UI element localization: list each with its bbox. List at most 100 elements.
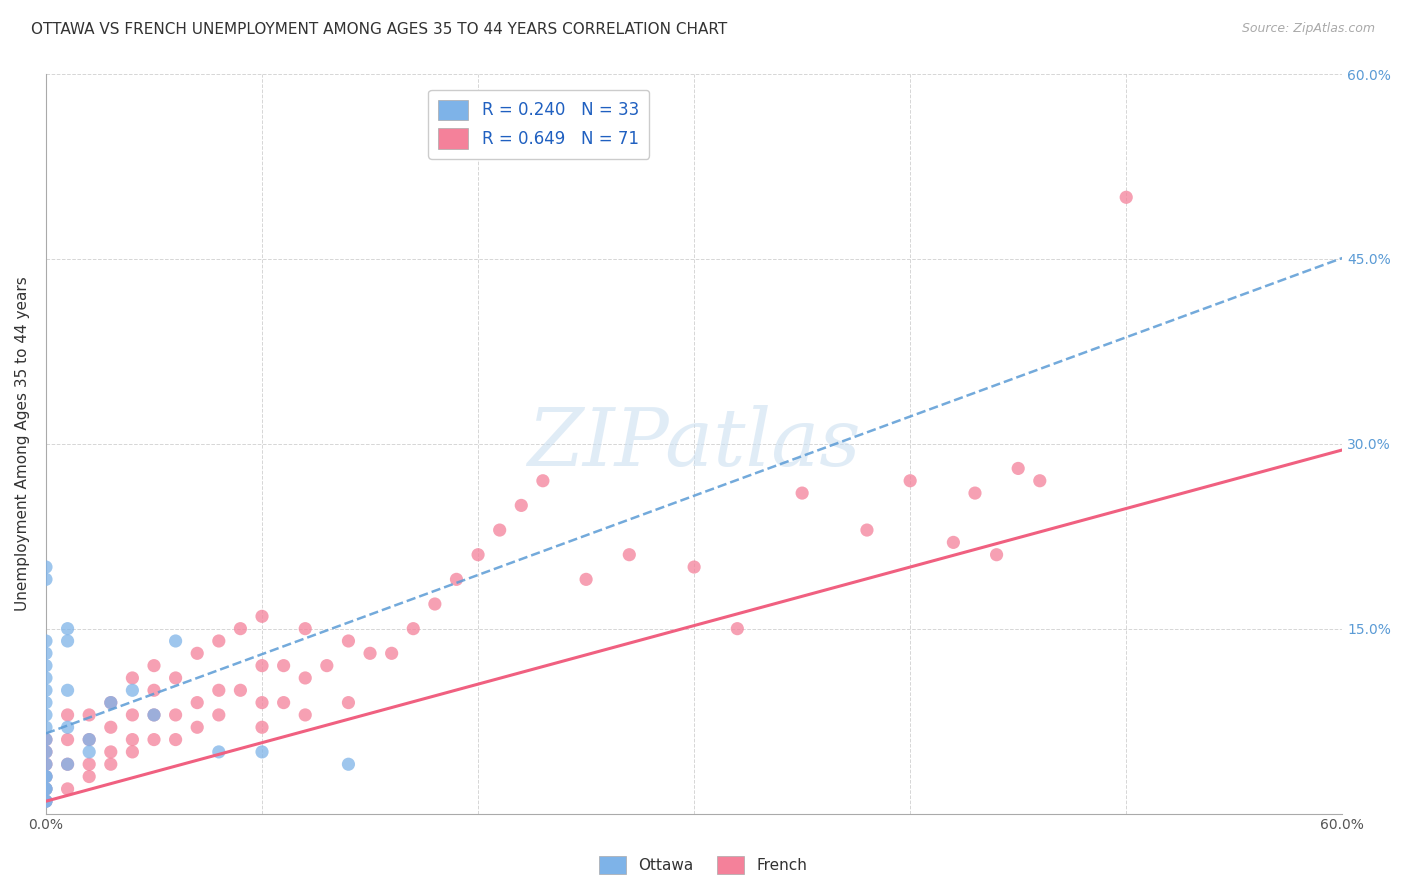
Point xyxy=(143,707,166,722)
Point xyxy=(35,658,58,673)
Point xyxy=(35,794,58,808)
Point xyxy=(35,770,58,784)
Point xyxy=(143,683,166,698)
Point xyxy=(186,720,208,734)
Point xyxy=(35,671,58,685)
Point xyxy=(35,745,58,759)
Point xyxy=(250,609,273,624)
Point xyxy=(143,732,166,747)
Point xyxy=(35,781,58,796)
Point xyxy=(1007,461,1029,475)
Point xyxy=(725,622,748,636)
Point xyxy=(121,745,143,759)
Point xyxy=(446,573,468,587)
Point xyxy=(683,560,706,574)
Text: ZIPatlas: ZIPatlas xyxy=(527,405,860,483)
Point xyxy=(229,622,252,636)
Point xyxy=(35,646,58,660)
Point xyxy=(35,757,58,772)
Point xyxy=(100,696,122,710)
Point xyxy=(186,646,208,660)
Point xyxy=(77,732,100,747)
Point xyxy=(35,770,58,784)
Point xyxy=(294,671,316,685)
Point xyxy=(35,781,58,796)
Point xyxy=(35,732,58,747)
Point xyxy=(35,770,58,784)
Point xyxy=(942,535,965,549)
Point xyxy=(56,757,79,772)
Point xyxy=(35,745,58,759)
Point xyxy=(35,573,58,587)
Point xyxy=(77,707,100,722)
Point xyxy=(963,486,986,500)
Point xyxy=(35,732,58,747)
Point xyxy=(35,794,58,808)
Point xyxy=(77,732,100,747)
Point xyxy=(337,757,360,772)
Point xyxy=(856,523,879,537)
Point xyxy=(35,781,58,796)
Point xyxy=(337,634,360,648)
Point xyxy=(250,696,273,710)
Point xyxy=(575,573,598,587)
Point xyxy=(121,683,143,698)
Point xyxy=(381,646,404,660)
Point xyxy=(619,548,641,562)
Point xyxy=(56,634,79,648)
Point xyxy=(250,720,273,734)
Point xyxy=(273,696,295,710)
Point xyxy=(35,634,58,648)
Point xyxy=(77,745,100,759)
Point xyxy=(359,646,381,660)
Text: OTTAWA VS FRENCH UNEMPLOYMENT AMONG AGES 35 TO 44 YEARS CORRELATION CHART: OTTAWA VS FRENCH UNEMPLOYMENT AMONG AGES… xyxy=(31,22,727,37)
Point xyxy=(208,745,231,759)
Point xyxy=(165,634,187,648)
Point xyxy=(35,560,58,574)
Point xyxy=(35,757,58,772)
Point xyxy=(337,696,360,710)
Point xyxy=(56,732,79,747)
Legend: Ottawa, French: Ottawa, French xyxy=(593,850,813,880)
Point xyxy=(986,548,1008,562)
Point xyxy=(56,781,79,796)
Point xyxy=(250,745,273,759)
Point xyxy=(165,707,187,722)
Point xyxy=(100,757,122,772)
Point xyxy=(56,757,79,772)
Point xyxy=(100,745,122,759)
Point xyxy=(273,658,295,673)
Point xyxy=(35,696,58,710)
Point xyxy=(294,622,316,636)
Point xyxy=(1029,474,1052,488)
Point xyxy=(165,732,187,747)
Point xyxy=(56,683,79,698)
Point xyxy=(143,658,166,673)
Point xyxy=(531,474,554,488)
Point xyxy=(423,597,446,611)
Point xyxy=(56,622,79,636)
Point xyxy=(229,683,252,698)
Point xyxy=(186,696,208,710)
Point xyxy=(100,720,122,734)
Point xyxy=(77,757,100,772)
Point xyxy=(35,720,58,734)
Point xyxy=(56,720,79,734)
Point xyxy=(121,732,143,747)
Point xyxy=(165,671,187,685)
Point xyxy=(208,634,231,648)
Point xyxy=(898,474,921,488)
Point xyxy=(488,523,510,537)
Point xyxy=(56,707,79,722)
Point xyxy=(402,622,425,636)
Point xyxy=(208,683,231,698)
Text: Source: ZipAtlas.com: Source: ZipAtlas.com xyxy=(1241,22,1375,36)
Point xyxy=(467,548,489,562)
Point xyxy=(1115,190,1137,204)
Point xyxy=(294,707,316,722)
Point xyxy=(100,696,122,710)
Point xyxy=(35,794,58,808)
Point xyxy=(510,499,533,513)
Point xyxy=(792,486,814,500)
Point xyxy=(208,707,231,722)
